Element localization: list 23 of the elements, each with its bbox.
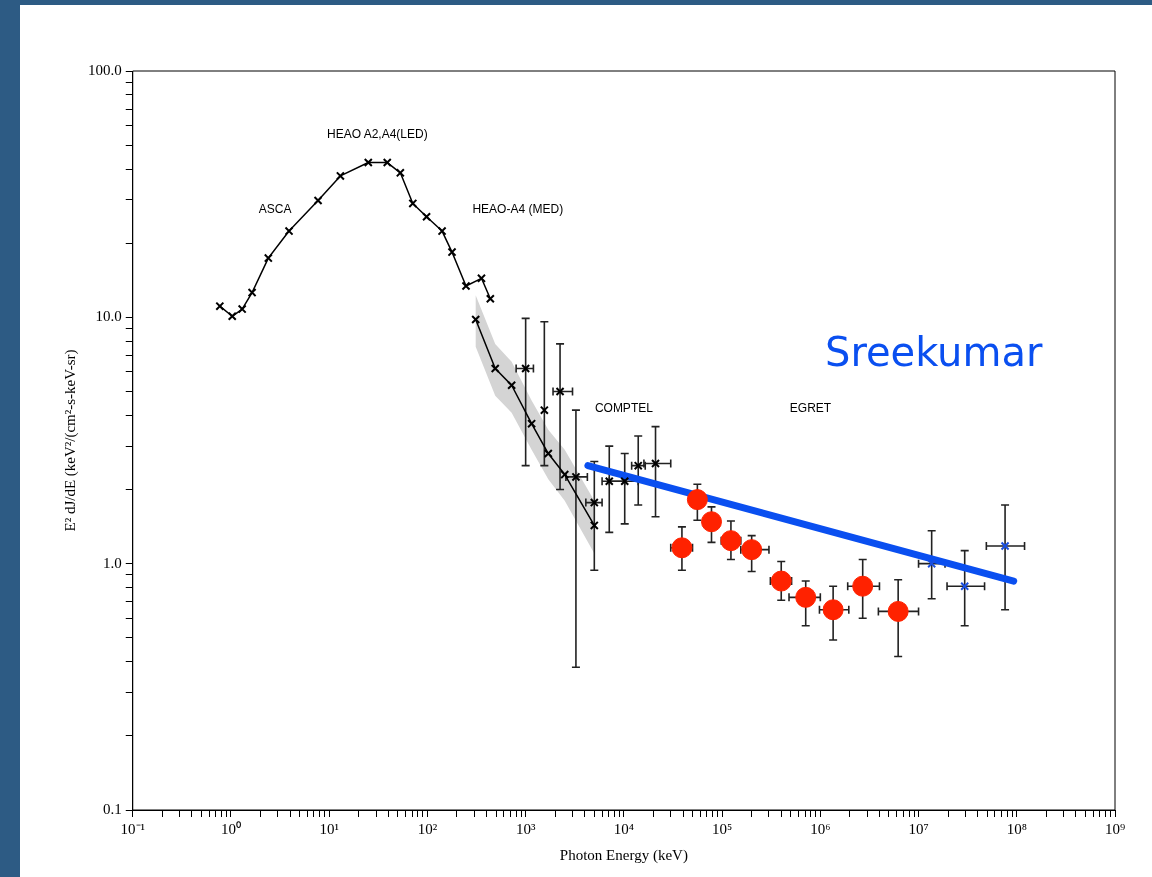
- y-axis-title: E² dJ/dE (keV²/(cm²-s-keV-sr): [61, 349, 79, 532]
- x-tick-label: 10⁹: [1104, 820, 1126, 837]
- x-tick-label: 10⁻¹: [120, 820, 145, 837]
- x-axis-title: Photon Energy (keV): [559, 846, 688, 864]
- annotation: ASCA: [258, 201, 292, 216]
- annotation: HEAO-A4 (MED): [472, 201, 564, 216]
- x-tick-label: 10⁷: [908, 820, 929, 837]
- x-tick-label: 10⁴: [613, 820, 634, 837]
- x-tick-label: 10⁶: [810, 820, 831, 837]
- x-tick-label: 10⁸: [1006, 820, 1027, 837]
- x-tick-label: 10¹: [319, 820, 339, 837]
- text: Sreekumar: [824, 329, 1043, 376]
- y-tick-label: 100.0: [88, 61, 122, 78]
- annotation: EGRET: [789, 401, 832, 416]
- x-tick-label: 10²: [417, 820, 438, 837]
- x-tick-label: 10⁵: [711, 820, 733, 837]
- x-tick-label: 10³: [515, 820, 536, 837]
- y-tick-label: 10.0: [95, 308, 122, 325]
- y-tick-label: 0.1: [103, 800, 122, 817]
- y-tick-label: 1.0: [103, 554, 122, 571]
- annotation: COMPTEL: [594, 401, 654, 416]
- annotation: HEAO A2,A4(LED): [326, 126, 428, 141]
- x-tick-label: 10⁰: [220, 820, 241, 837]
